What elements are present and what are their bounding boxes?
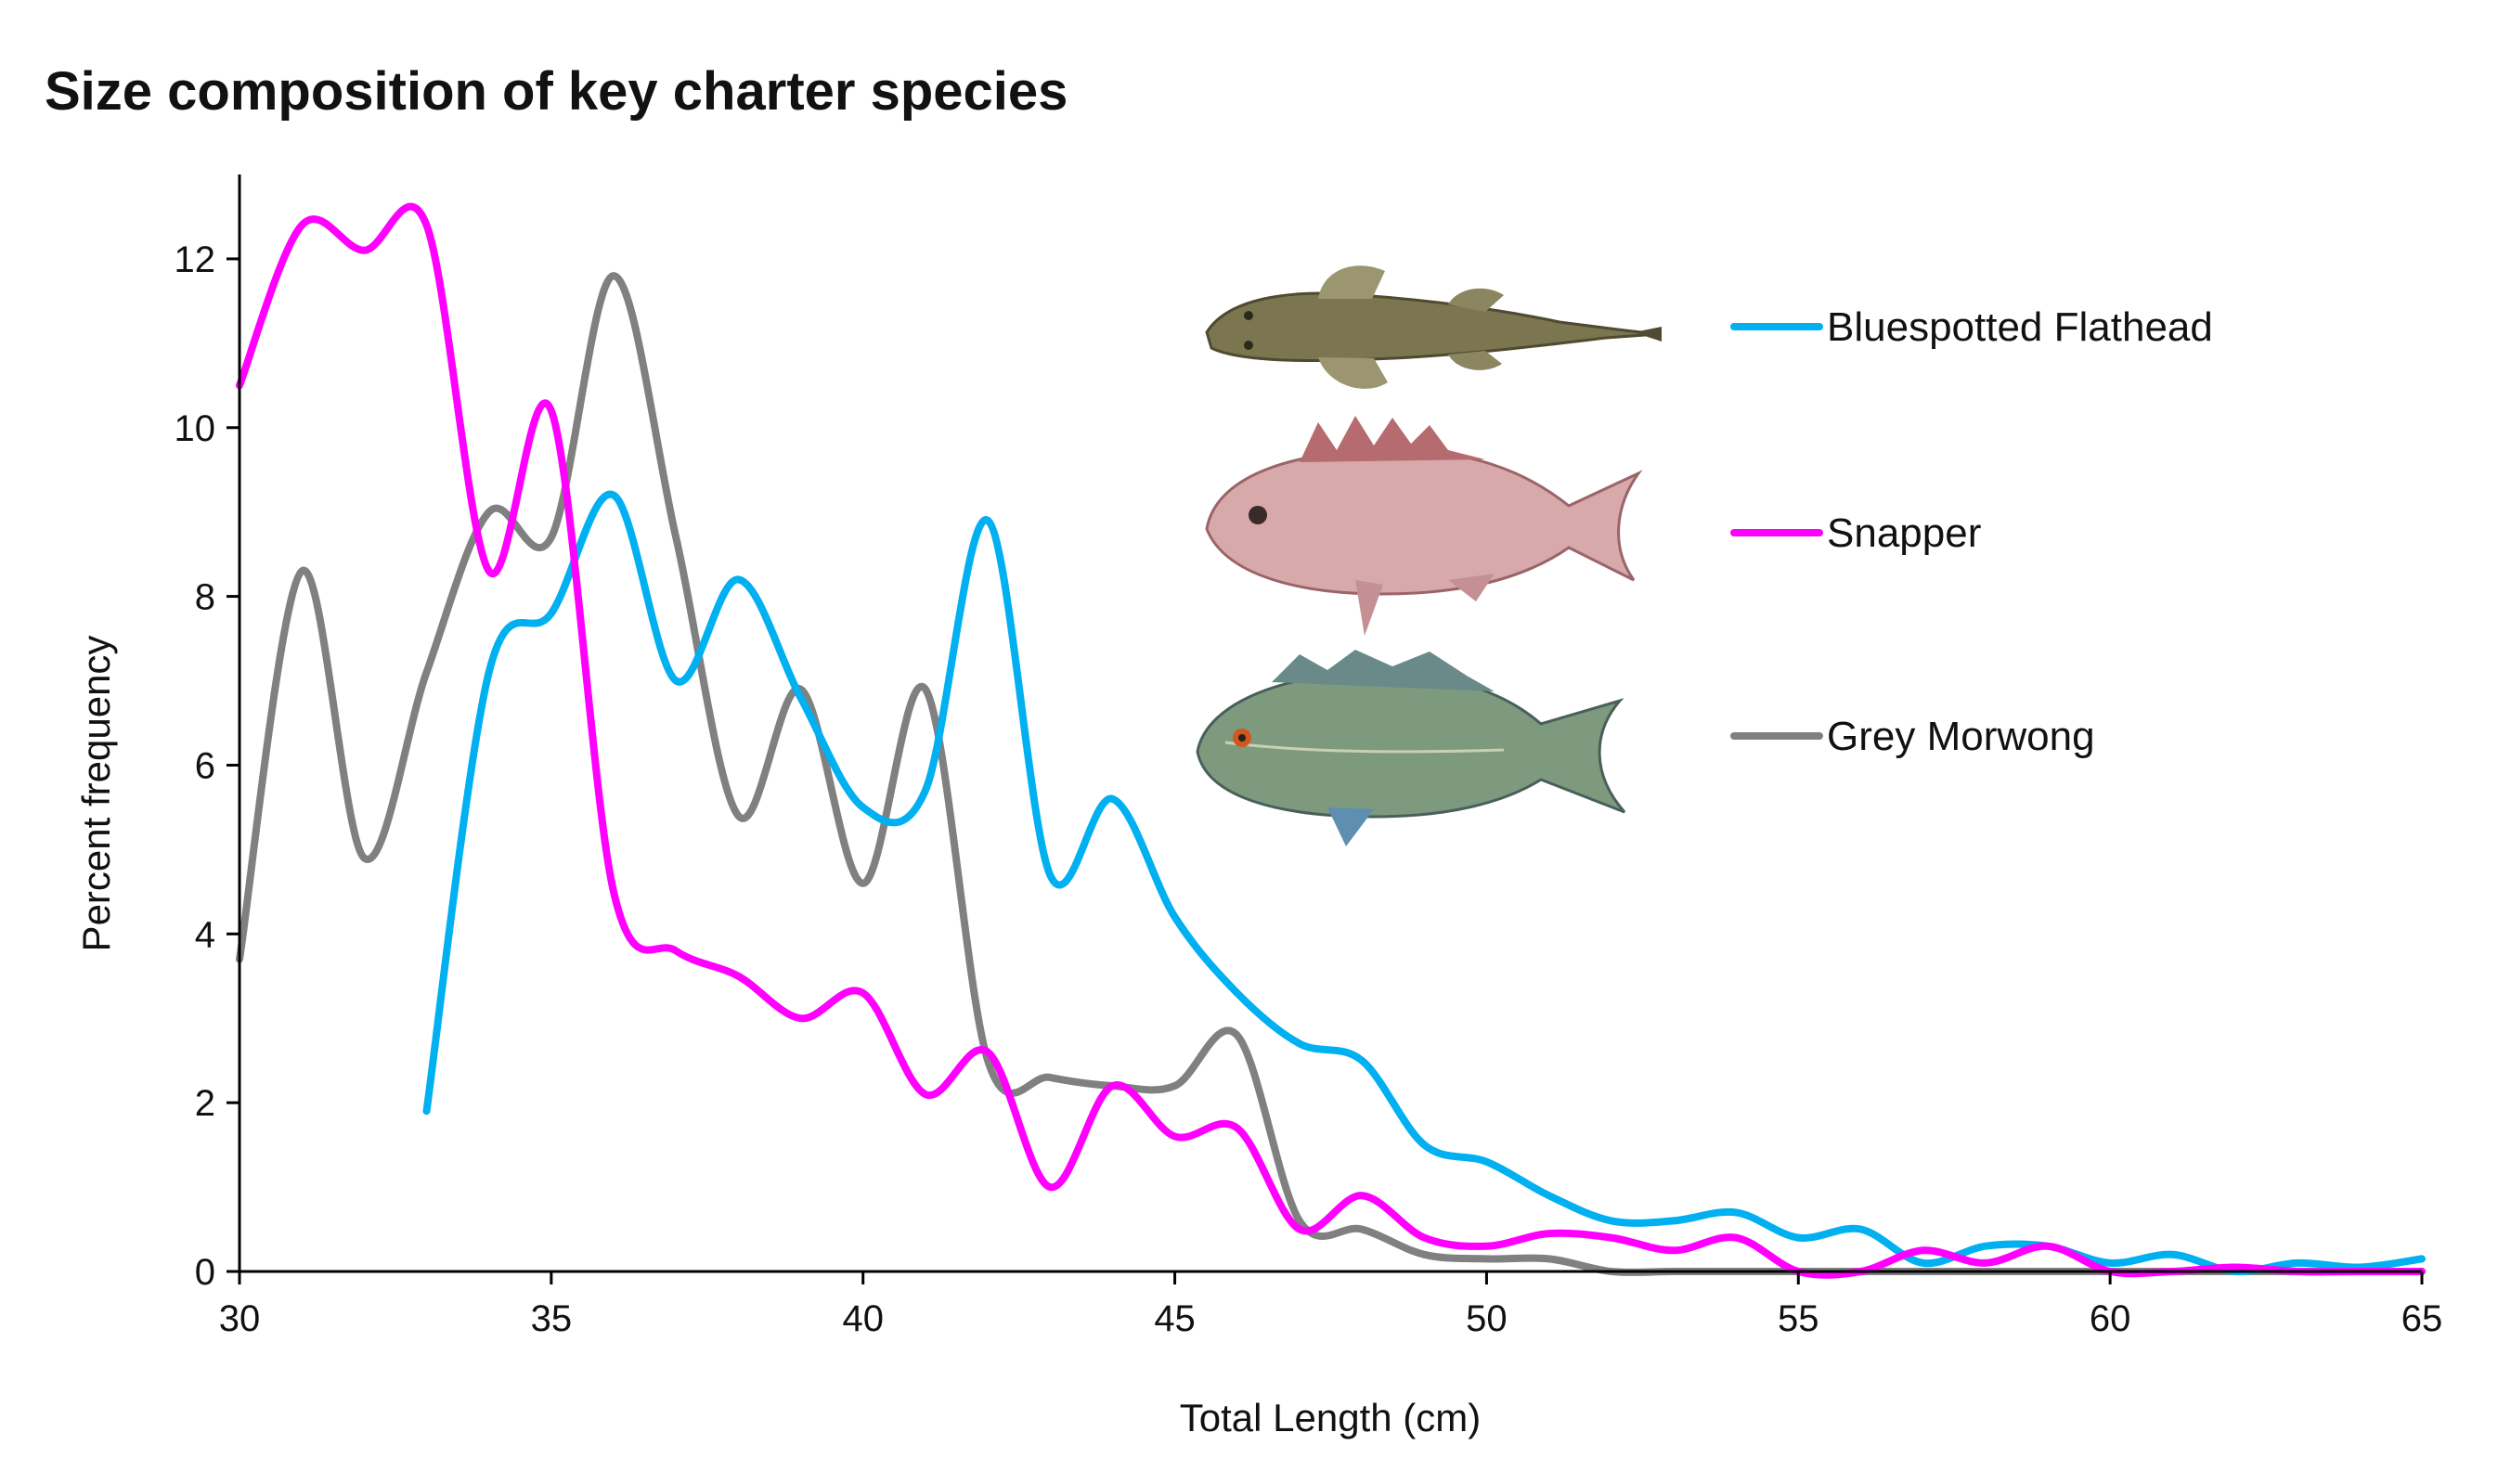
x-ticks: 30 35 40 45 50 55 60 65 xyxy=(219,1271,2443,1339)
series-line-snapper xyxy=(236,202,2426,1279)
y-tick-label: 0 xyxy=(195,1252,215,1293)
series-line-bluespotted-flathead xyxy=(422,490,2426,1276)
y-tick-label: 8 xyxy=(195,577,215,618)
legend-label: Grey Morwong xyxy=(1827,714,2095,759)
y-tick-label: 12 xyxy=(175,239,216,280)
x-tick-label: 40 xyxy=(842,1298,884,1339)
y-tick-label: 6 xyxy=(195,745,215,786)
y-axis-title: Percent frequency xyxy=(74,636,118,952)
legend-label: Bluespotted Flathead xyxy=(1827,304,2213,350)
snapper-fish-icon xyxy=(1205,416,1643,636)
x-tick-label: 60 xyxy=(2090,1298,2131,1339)
legend-label: Snapper xyxy=(1827,510,1981,556)
x-tick-label: 45 xyxy=(1154,1298,1196,1339)
y-tick-label: 2 xyxy=(195,1083,215,1124)
y-ticks: 0 2 4 6 8 10 12 xyxy=(175,239,239,1293)
legend: Bluespotted Flathead Snapper Grey Morwong xyxy=(1730,304,2213,759)
x-axis-title: Total Length (cm) xyxy=(1180,1396,1481,1439)
grey-morwong-fish-icon xyxy=(1196,650,1626,846)
x-tick-label: 50 xyxy=(1466,1298,1508,1339)
x-tick-label: 35 xyxy=(531,1298,573,1339)
y-tick-label: 4 xyxy=(195,914,215,955)
x-tick-label: 65 xyxy=(2401,1298,2443,1339)
flathead-fish-icon xyxy=(1205,265,1662,389)
x-tick-label: 55 xyxy=(1778,1298,1819,1339)
y-tick-label: 10 xyxy=(175,408,216,449)
chart-title: Size composition of key charter species xyxy=(45,61,1068,122)
x-tick-label: 30 xyxy=(219,1298,261,1339)
